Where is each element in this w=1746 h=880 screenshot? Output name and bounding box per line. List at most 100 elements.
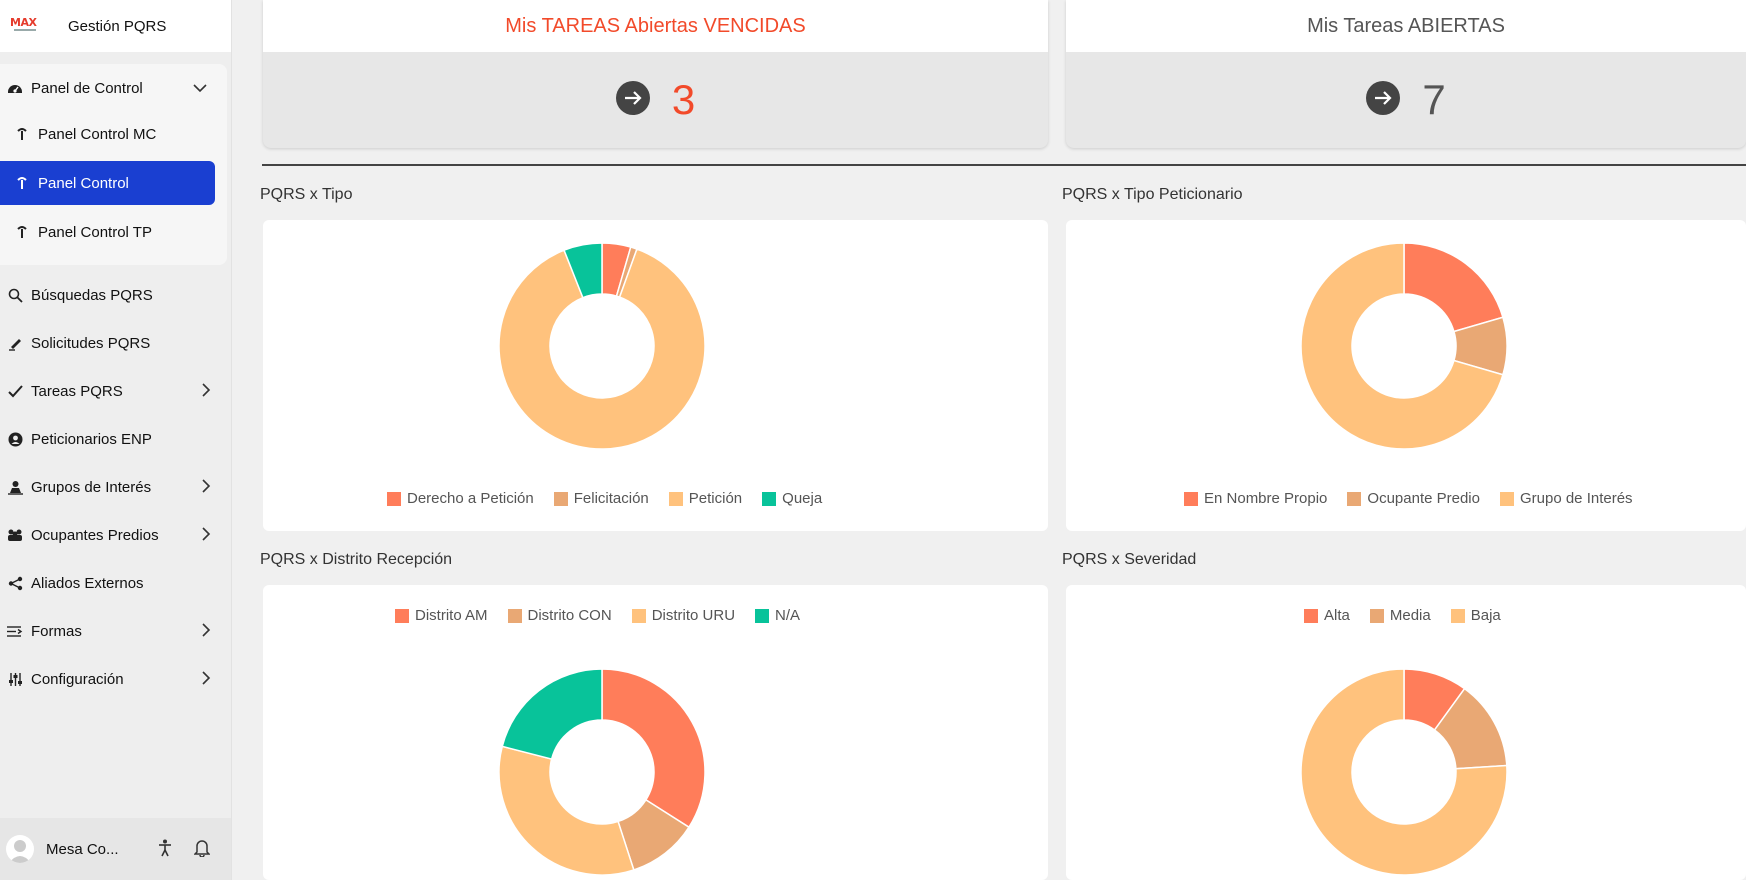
legend-item[interactable]: Alta	[1304, 607, 1350, 624]
sidebar-item-label: Peticionarios ENP	[31, 430, 152, 448]
legend-item[interactable]: Distrito URU	[631, 607, 735, 624]
check-icon	[6, 382, 24, 400]
chart-title: PQRS x Severidad	[1062, 551, 1197, 568]
legend-label: Petición	[688, 490, 743, 507]
kpi-value: 3	[671, 76, 696, 123]
donut-slice-en-nombre-propio[interactable]	[1403, 242, 1504, 333]
user-circle-icon	[6, 430, 24, 448]
bell-icon[interactable]	[193, 839, 211, 862]
people-icon	[6, 526, 24, 544]
chart-legend: Derecho a Petición Felicitación Petición Qu…	[387, 490, 822, 507]
kpi-value: 7	[1422, 76, 1446, 123]
avatar[interactable]	[6, 835, 34, 863]
arrow-right-circle-icon[interactable]	[1366, 80, 1401, 120]
chevron-right-icon	[201, 383, 211, 401]
donut-chart	[1300, 668, 1508, 876]
sidebar-item-tareas[interactable]: Tareas PQRS	[0, 367, 231, 415]
legend-label: En Nombre Propio	[1204, 490, 1328, 507]
legend-item[interactable]: N/A	[755, 607, 800, 624]
donut-slice-petici-n[interactable]	[498, 248, 706, 450]
app-logo[interactable]: MAX	[10, 16, 37, 31]
chevron-down-icon	[193, 80, 207, 97]
sidebar-item-peticionarios[interactable]: Peticionarios ENP	[0, 415, 231, 463]
gauge-pointer-icon	[14, 224, 30, 240]
sidebar-item-aliados[interactable]: Aliados Externos	[0, 559, 231, 607]
sidebar-item-label: Búsquedas PQRS	[31, 286, 153, 304]
legend-label: Alta	[1324, 607, 1350, 624]
donut-slice-distrito-am[interactable]	[601, 668, 706, 829]
legend-swatch	[631, 608, 646, 623]
sidebar-item-label: Panel Control TP	[38, 223, 152, 241]
legend-label: Felicitación	[573, 490, 649, 507]
legend-label: Distrito AM	[415, 607, 488, 624]
donut-slice-queja[interactable]	[563, 242, 603, 299]
sidebar-item-configuracion[interactable]: Configuración	[0, 655, 231, 703]
legend-label: Derecho a Petición	[407, 490, 534, 507]
sidebar-subitem-panel-control[interactable]: Panel Control	[0, 161, 215, 205]
sidebar-subitem-panel-control-mc[interactable]: Panel Control MC	[0, 112, 215, 156]
sidebar-item-label: Formas	[31, 622, 82, 640]
chart-card-severidad: Alta Media Baja	[1066, 585, 1746, 880]
legend-item[interactable]: Distrito CON	[507, 607, 612, 624]
legend-swatch	[1347, 491, 1362, 506]
legend-swatch	[668, 491, 683, 506]
chevron-right-icon	[201, 527, 211, 545]
chart-title: PQRS x Distrito Recepción	[260, 551, 453, 568]
group-icon	[6, 478, 24, 496]
chevron-right-icon	[201, 671, 211, 689]
arrow-right-circle-icon[interactable]	[615, 80, 650, 120]
user-bar: Mesa Co...	[0, 818, 231, 880]
legend-item[interactable]: En Nombre Propio	[1184, 490, 1327, 507]
legend-item[interactable]: Queja	[762, 490, 822, 507]
sidebar-item-solicitudes[interactable]: Solicitudes PQRS	[0, 319, 231, 367]
sidebar-item-ocupantes[interactable]: Ocupantes Predios	[0, 511, 231, 559]
legend-item[interactable]: Baja	[1450, 607, 1501, 624]
legend-swatch	[507, 608, 522, 623]
chart-legend: Alta Media Baja	[1304, 607, 1501, 624]
sidebar-subitem-panel-control-tp[interactable]: Panel Control TP	[0, 210, 215, 254]
legend-label: Grupo de Interés	[1519, 490, 1633, 507]
legend-item[interactable]: Media	[1369, 607, 1431, 624]
sidebar-nav: Búsquedas PQRS Solicitudes PQRS Tareas P…	[0, 271, 231, 703]
sidebar-item-formas[interactable]: Formas	[0, 607, 231, 655]
legend-swatch	[1184, 491, 1198, 506]
legend-item[interactable]: Petición	[668, 490, 743, 507]
app-title: Gestión PQRS	[68, 17, 167, 35]
donut-slice-baja[interactable]	[1300, 668, 1508, 876]
legend-item[interactable]: Derecho a Petición	[387, 490, 534, 507]
chevron-right-icon	[201, 623, 211, 641]
sidebar-item-label: Panel Control	[38, 174, 129, 192]
legend-swatch	[1450, 608, 1465, 623]
legend-label: N/A	[775, 607, 801, 624]
panel-de-control-group: Panel de Control Panel Control MC Panel …	[0, 64, 227, 265]
sidebar-item-label: Ocupantes Predios	[31, 526, 159, 544]
pen-icon	[6, 334, 24, 352]
donut-slice-grupo-de-inter-s[interactable]	[1300, 242, 1504, 450]
legend-item[interactable]: Felicitación	[553, 490, 649, 507]
kpi-title: Mis TAREAS Abiertas VENCIDAS	[263, 0, 1048, 52]
sidebar-item-grupos[interactable]: Grupos de Interés	[0, 463, 231, 511]
chart-legend: En Nombre Propio Ocupante Predio Grupo de …	[1184, 490, 1633, 507]
donut-chart	[498, 242, 706, 450]
legend-item[interactable]: Distrito AM	[395, 607, 488, 624]
sliders-icon	[6, 670, 24, 688]
accessibility-icon[interactable]	[158, 839, 172, 862]
legend-swatch	[755, 608, 770, 623]
legend-item[interactable]: Grupo de Interés	[1499, 490, 1633, 507]
kpi-card-abiertas: Mis Tareas ABIERTAS 7	[1066, 0, 1746, 148]
legend-label: Ocupante Predio	[1367, 490, 1480, 507]
sidebar-item-panel-de-control[interactable]: Panel de Control	[0, 64, 227, 112]
sidebar-item-busquedas[interactable]: Búsquedas PQRS	[0, 271, 231, 319]
donut-slice-distrito-uru[interactable]	[498, 745, 635, 876]
brand-header: MAX Gestión PQRS	[0, 0, 231, 52]
legend-swatch	[762, 491, 777, 506]
legend-item[interactable]: Ocupante Predio	[1347, 490, 1480, 507]
legend-label: Distrito CON	[527, 607, 612, 624]
donut-slice-n-a[interactable]	[501, 668, 603, 760]
user-name[interactable]: Mesa Co...	[46, 840, 119, 858]
sidebar-item-label: Configuración	[31, 670, 124, 688]
gauge-pointer-icon	[14, 175, 30, 191]
sidebar-item-label: Tareas PQRS	[31, 382, 123, 400]
sidebar-item-label: Solicitudes PQRS	[31, 334, 151, 352]
chevron-right-icon	[201, 479, 211, 497]
